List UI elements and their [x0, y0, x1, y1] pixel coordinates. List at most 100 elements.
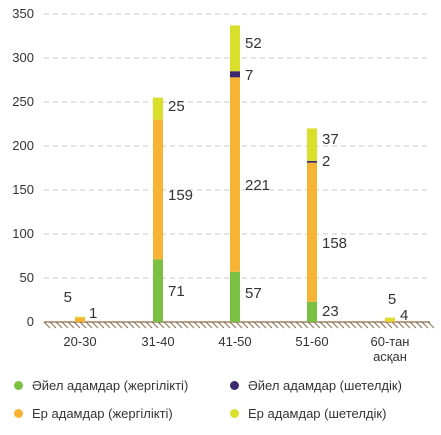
legend-item-women-foreign: Әйел адамдар (шетелдік): [230, 378, 402, 393]
axis-hatch: [415, 321, 423, 329]
axis-hatch: [385, 321, 393, 329]
axis-hatch: [331, 321, 339, 329]
x-tick-label: 31-40: [141, 334, 174, 349]
data-label: 2: [322, 153, 330, 170]
x-tick-label: 51-60: [295, 334, 328, 349]
axis-hatch: [145, 321, 153, 329]
data-label: 57: [245, 285, 262, 302]
y-tick-label: 350: [12, 6, 34, 21]
x-tick-label: 41-50: [218, 334, 251, 349]
x-tick-label: 20-30: [63, 334, 96, 349]
axis-hatch: [85, 321, 93, 329]
y-tick-label: 150: [12, 182, 34, 197]
axis-hatch: [235, 321, 243, 329]
axis-hatch: [193, 321, 201, 329]
data-label: 4: [400, 307, 408, 324]
axis-hatch: [175, 321, 183, 329]
data-label: 37: [322, 131, 339, 148]
legend-item-women-local: Әйел адамдар (жергілікті): [14, 378, 188, 393]
axis-hatch: [313, 321, 321, 329]
axis-hatch: [139, 321, 147, 329]
data-label: 5: [64, 289, 72, 306]
axis-hatch: [55, 321, 63, 329]
axis-hatch: [379, 321, 387, 329]
bar-segment: [230, 25, 240, 72]
bar-segment: [153, 119, 163, 260]
axis-hatch: [91, 321, 99, 329]
axis-hatch: [97, 321, 105, 329]
legend-label: Ер адамдар (шетелдік): [248, 406, 387, 421]
bar-segment: [153, 259, 163, 322]
axis-hatch: [265, 321, 273, 329]
axis-hatch: [67, 321, 75, 329]
legend-item-men-foreign: Ер адамдар (шетелдік): [230, 406, 386, 421]
axis-hatch: [133, 321, 141, 329]
axis-hatch: [337, 321, 345, 329]
axis-hatch: [361, 321, 369, 329]
axis-hatch: [253, 321, 261, 329]
axis-hatch: [229, 321, 237, 329]
bar-segment: [75, 317, 85, 322]
axis-hatch: [169, 321, 177, 329]
axis-hatch: [199, 321, 207, 329]
y-tick-label: 0: [27, 314, 34, 329]
bar-segment: [230, 77, 240, 272]
axis-hatch: [403, 321, 411, 329]
axis-hatch: [79, 321, 87, 329]
axis-hatch: [205, 321, 213, 329]
axis-hatch: [121, 321, 129, 329]
bar-segment: [307, 301, 317, 322]
axis-hatch: [301, 321, 309, 329]
axis-hatch: [343, 321, 351, 329]
axis-hatch: [217, 321, 225, 329]
bar-segment: [75, 316, 85, 318]
axis-hatch: [367, 321, 375, 329]
axis-hatch: [127, 321, 135, 329]
axis-hatch: [307, 321, 315, 329]
legend-item-men-local: Ер адамдар (жергілікті): [14, 406, 173, 421]
axis-hatch: [355, 321, 363, 329]
axis-hatch: [277, 321, 285, 329]
bar-segment: [307, 162, 317, 302]
y-tick-label: 250: [12, 94, 34, 109]
axis-hatch: [157, 321, 165, 329]
bar-segment: [230, 71, 240, 78]
y-tick-label: 100: [12, 226, 34, 241]
axis-hatch: [241, 321, 249, 329]
bar-segment: [307, 160, 317, 163]
x-tick-label: асқан: [373, 349, 407, 364]
axis-hatch: [109, 321, 117, 329]
stacked-bar-chart: 0 50 100 150 200 250 300 350 20-30 31-40 41-50 51-6…: [12, 6, 435, 364]
data-label: 25: [168, 98, 185, 115]
axis-hatch: [247, 321, 255, 329]
y-tick-label: 50: [20, 270, 34, 285]
bar-segment: [153, 97, 163, 120]
axis-hatch: [391, 321, 399, 329]
axis-hatch: [325, 321, 333, 329]
axis-hatch: [73, 321, 81, 329]
axis-hatch: [349, 321, 357, 329]
axis-hatch: [319, 321, 327, 329]
axis-hatch: [271, 321, 279, 329]
y-tick-label: 300: [12, 50, 34, 65]
axis-hatch: [397, 321, 405, 329]
legend-label: Әйел адамдар (шетелдік): [248, 378, 402, 393]
axis-hatch: [223, 321, 231, 329]
data-label: 158: [322, 235, 347, 252]
axis-hatch: [187, 321, 195, 329]
axis-hatch: [289, 321, 297, 329]
data-label: 5: [388, 291, 396, 308]
data-label: 23: [322, 303, 339, 320]
x-tick-label: 60-тан: [370, 334, 409, 349]
legend-label: Ер адамдар (жергілікті): [32, 406, 173, 421]
legend-swatch: [14, 381, 23, 390]
axis-hatch: [409, 321, 417, 329]
axis-hatch: [427, 321, 435, 329]
axis-hatch: [283, 321, 291, 329]
bar-segment: [307, 128, 317, 161]
axis-hatch: [295, 321, 303, 329]
axis-hatch: [421, 321, 429, 329]
axis-hatch: [103, 321, 111, 329]
axis-hatch: [181, 321, 189, 329]
bar-segment: [385, 321, 395, 323]
